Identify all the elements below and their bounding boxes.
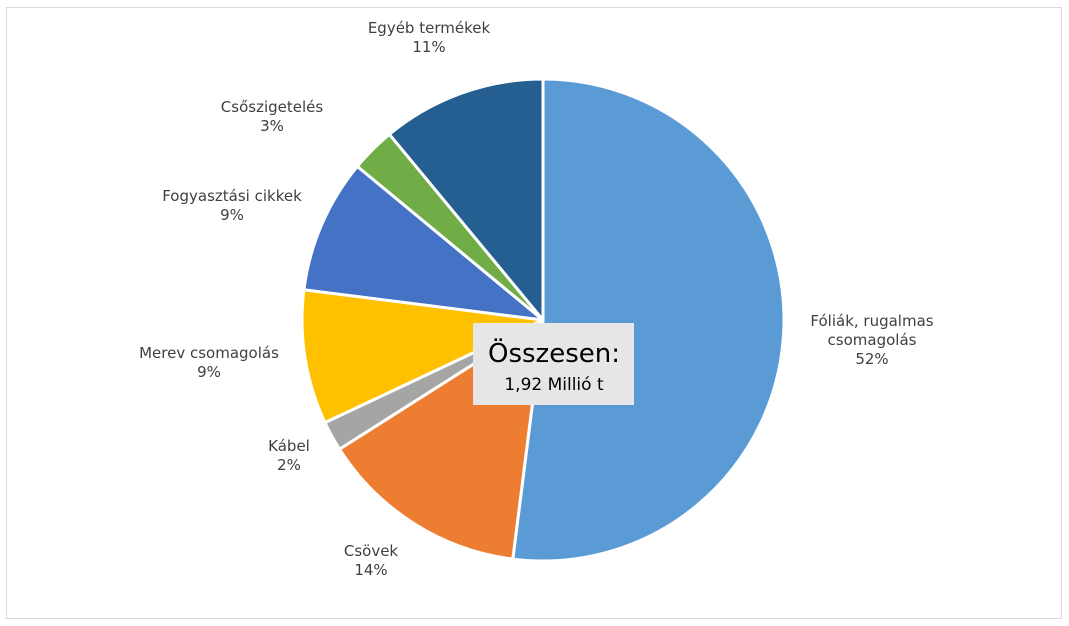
slice-value-label: 3% [260,117,284,135]
slice-label-1: Csövek 14% [344,542,399,579]
slice-name-label: Fogyasztási cikkek [162,187,302,205]
slice-name-label: Csőszigetelés [221,98,324,116]
pie-slice-0 [511,77,786,563]
total-value: 1,92 Millió t [504,375,604,395]
slice-name-label: csomagolás [828,331,917,349]
slice-name-label: Egyéb termékek [368,19,491,37]
pie-slices [300,77,786,563]
slice-label-6: Egyéb termékek 11% [368,19,491,56]
slice-label-5: Csőszigetelés 3% [221,98,324,135]
slice-value-label: 9% [197,363,221,381]
slice-value-label: 14% [354,561,387,579]
slice-labels: Fóliák, rugalmas csomagolás 52% Csövek 14% Ká… [139,19,934,579]
slice-name-label: Fóliák, rugalmas [810,312,933,330]
slice-value-label: 11% [412,38,445,56]
slice-name-label: Kábel [268,437,310,455]
pie-slice-6 [387,77,545,322]
total-box: Összesen: 1,92 Millió t [473,323,634,405]
slice-name-label: Csövek [344,542,399,560]
slice-value-label: 52% [855,350,888,368]
slice-name-label: Merev csomagolás [139,344,279,362]
slice-label-0: Fóliák, rugalmas csomagolás 52% [810,312,933,368]
pie-slice-4 [302,164,545,322]
slice-label-4: Fogyasztási cikkek 9% [162,187,302,224]
slice-value-label: 9% [220,206,244,224]
slice-label-2: Kábel 2% [268,437,310,474]
slice-value-label: 2% [277,456,301,474]
pie-slice-3 [300,288,545,425]
total-box-background [473,323,634,405]
total-title: Összesen: [488,337,620,369]
slice-label-3: Merev csomagolás 9% [139,344,279,381]
